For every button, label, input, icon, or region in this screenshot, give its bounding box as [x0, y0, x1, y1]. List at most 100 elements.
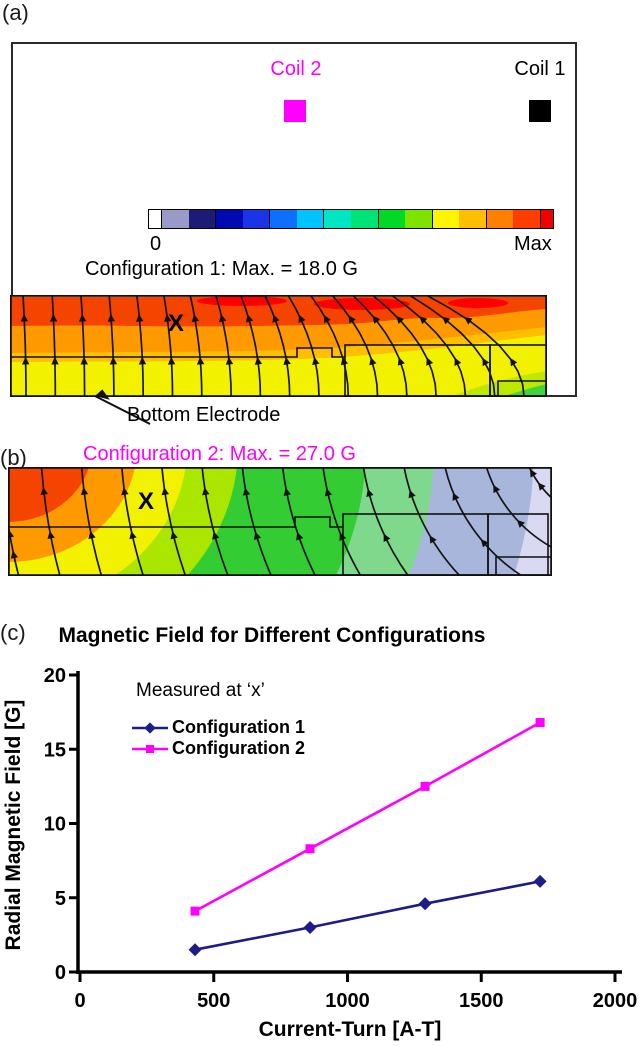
flow-arrow [49, 314, 58, 322]
data-point-diamond [533, 874, 547, 888]
x-axis-label: Current-Turn [A-T] [259, 1018, 442, 1041]
flow-arrow [107, 314, 116, 322]
legend-label: Configuration 1 [172, 717, 305, 737]
y-tick-label: 15 [44, 739, 66, 761]
flow-arrow [212, 531, 220, 540]
electrode-arrow [94, 389, 151, 425]
measurement-point-a: X [168, 310, 185, 337]
colorbar-segment [486, 210, 514, 228]
field-line [120, 467, 145, 576]
field-line [287, 295, 320, 397]
field-line [189, 295, 203, 397]
flow-arrow [348, 315, 356, 324]
field-line [135, 295, 145, 397]
legend-marker-diamond [132, 721, 168, 734]
field-line [403, 467, 461, 576]
colorbar [148, 209, 554, 229]
data-point-diamond [303, 920, 317, 934]
contour-plot-config1 [10, 295, 547, 397]
flow-arrow [161, 487, 170, 496]
legend-marker-square [132, 744, 168, 753]
panel-c-tag: (c) [0, 620, 26, 645]
data-point-square [420, 781, 430, 791]
colorbar-segment [270, 210, 297, 228]
flow-arrow [429, 535, 437, 544]
flow-arrow [283, 356, 291, 365]
x-tick-label: 0 [74, 990, 85, 1012]
electrode-label: Bottom Electrode [127, 404, 281, 426]
field-line [362, 467, 409, 576]
field-line [214, 295, 232, 397]
field-line [351, 295, 408, 397]
field-line [425, 295, 525, 397]
panel-a-caption: Configuration 1: Max. = 18.0 G [85, 258, 358, 280]
flow-arrow [51, 356, 59, 365]
data-point-square [535, 718, 545, 728]
flow-arrow [530, 469, 538, 478]
flow-arrow [283, 487, 291, 496]
flow-arrow [129, 531, 137, 540]
x-tick-label: 500 [197, 990, 230, 1012]
coil1-label: Coil 1 [514, 58, 566, 80]
colorbar-segment [188, 210, 217, 228]
contour-a-band-amber [10, 327, 547, 362]
flow-arrow [138, 356, 147, 365]
flow-arrow [245, 314, 254, 323]
flow-arrow [480, 539, 489, 548]
flow-arrow [323, 314, 331, 324]
line-chart: 0 5 10 15 20 0 500 1000 1500 2000 Current-Turn [A-… [2, 665, 638, 1041]
legend-item: Configuration 1 [131, 717, 305, 738]
contour-a-band-yellow [10, 335, 547, 397]
field-line [40, 467, 61, 576]
flow-arrow [372, 315, 381, 324]
field-line [51, 295, 57, 397]
chart-legend: Configuration 1 Configuration 2 [131, 717, 305, 759]
coil1-swatch [529, 100, 551, 122]
field-line [161, 467, 187, 576]
flow-arrow [80, 487, 89, 496]
data-point-square [305, 844, 315, 854]
field-line [201, 467, 229, 576]
field-line [371, 295, 438, 397]
flow-arrow [225, 356, 234, 365]
colorbar-segment [432, 210, 460, 228]
flow-arrow [40, 487, 48, 495]
flow-arrow [442, 316, 451, 325]
field-line [162, 295, 174, 397]
colorbar-segment [324, 210, 351, 228]
field-line [331, 295, 379, 397]
chart-title: Magnetic Field for Different Configurati… [58, 624, 486, 647]
field-line [322, 467, 362, 576]
flow-arrow [298, 314, 306, 324]
flow-arrow [109, 356, 118, 365]
field-line [444, 467, 523, 576]
x-tick-label: 2000 [593, 990, 638, 1012]
flow-arrow [396, 315, 405, 325]
field-line [241, 467, 273, 576]
contour-a-band-redorange [10, 297, 547, 327]
electrode-structure-config2 [8, 467, 552, 576]
panel-b-caption: Configuration 2: Max. = 27.0 G [83, 443, 356, 465]
flow-arrow [366, 488, 374, 498]
colorbar-segment [513, 210, 542, 228]
legend-item: Configuration 2 [131, 738, 305, 759]
flow-arrow [170, 531, 178, 540]
flow-arrow [510, 358, 518, 367]
colorbar-segment [541, 210, 553, 228]
flow-arrow [88, 530, 96, 540]
data-point-diamond [188, 943, 202, 957]
series-line-diamond [194, 880, 541, 951]
colorbar-min-label: 0 [150, 233, 162, 255]
flow-arrow [47, 530, 55, 540]
flow-arrow [312, 357, 320, 366]
field-line [108, 295, 115, 397]
flow-arrow [383, 533, 391, 542]
panel-b-tag: (b) [0, 445, 27, 470]
flow-arrow [272, 314, 280, 323]
flow-arrow [454, 357, 462, 366]
flow-arrow [202, 487, 210, 496]
flow-arrow [163, 314, 172, 322]
field-line [390, 295, 467, 397]
flow-arrow [21, 356, 30, 365]
